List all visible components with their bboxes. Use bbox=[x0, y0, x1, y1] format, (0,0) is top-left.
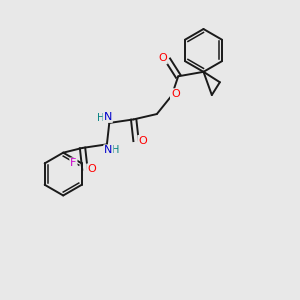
Text: O: O bbox=[158, 53, 167, 64]
Text: F: F bbox=[70, 158, 76, 168]
Text: N: N bbox=[103, 112, 112, 122]
Text: O: O bbox=[138, 136, 147, 146]
Text: H: H bbox=[112, 145, 119, 155]
Text: H: H bbox=[97, 112, 105, 123]
Text: O: O bbox=[87, 164, 96, 174]
Text: N: N bbox=[104, 145, 112, 155]
Text: O: O bbox=[171, 89, 180, 99]
